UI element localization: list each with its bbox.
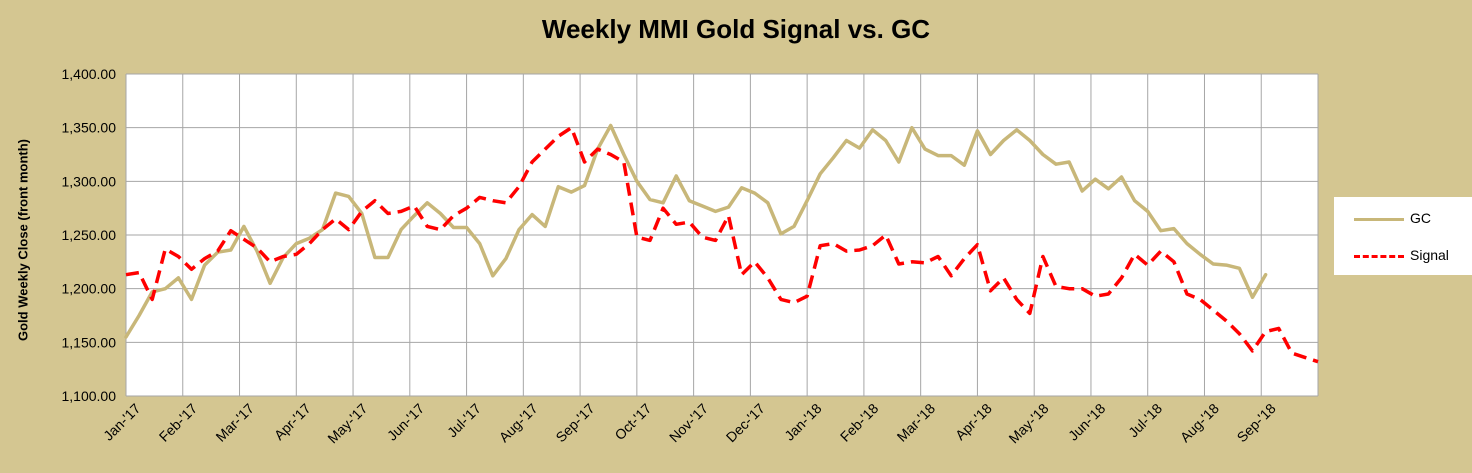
x-tick-label: Sep-'18 (1234, 400, 1279, 445)
y-tick-label: 1,150.00 (62, 334, 117, 350)
y-tick-label: 1,250.00 (62, 227, 117, 243)
x-tick-label: Nov-'17 (666, 400, 711, 445)
legend-item-gc: GC (1354, 209, 1469, 229)
y-tick-label: 1,300.00 (62, 173, 117, 189)
x-tick-label: Mar-'18 (894, 400, 939, 445)
x-tick-label: Oct-'17 (611, 400, 654, 443)
x-tick-label: Aug-'17 (496, 400, 541, 445)
legend-swatch-gc (1354, 218, 1404, 221)
legend-label-signal: Signal (1410, 247, 1449, 263)
x-tick-label: Jul-'18 (1125, 400, 1165, 440)
chart-title: Weekly MMI Gold Signal vs. GC (541, 14, 931, 44)
y-tick-label: 1,100.00 (62, 388, 117, 404)
series-line-gc (124, 123, 1268, 339)
series-line-signal (125, 125, 1319, 364)
x-axis-ticks: Jan-'17 Feb-'17 Mar-'17 Apr-'17 May-'17 Jun-'… (100, 400, 1279, 446)
legend-item-signal: Signal (1354, 246, 1469, 266)
y-tick-label: 1,200.00 (62, 281, 117, 297)
x-tick-label: Dec-'17 (723, 400, 768, 445)
x-tick-label: Jan-'17 (100, 400, 144, 444)
x-tick-label: Apr-'18 (952, 400, 995, 443)
legend-swatch-signal (1354, 255, 1404, 258)
x-tick-label: Jun-'17 (384, 400, 428, 444)
x-tick-label: May-'17 (324, 400, 370, 446)
series-lines (124, 123, 1319, 364)
y-tick-label: 1,350.00 (62, 120, 117, 136)
x-tick-label: Feb-'18 (837, 400, 882, 445)
legend: GC Signal (1334, 197, 1472, 275)
x-tick-label: Aug-'18 (1177, 400, 1222, 445)
x-tick-label: Jul-'17 (444, 400, 484, 440)
x-tick-label: Jan-'18 (781, 400, 825, 444)
y-axis-label: Gold Weekly Close (front month) (15, 139, 31, 341)
x-tick-label: Mar-'17 (212, 400, 257, 445)
x-tick-label: Apr-'17 (271, 400, 314, 443)
x-tick-label: Jun-'18 (1065, 400, 1109, 444)
x-tick-label: May-'18 (1005, 400, 1051, 446)
y-tick-label: 1,400.00 (62, 66, 117, 82)
legend-label-gc: GC (1410, 210, 1431, 226)
x-tick-label: Sep-'17 (552, 400, 597, 445)
x-tick-label: Feb-'17 (156, 400, 201, 445)
y-axis-ticks: 1,100.00 1,150.00 1,200.00 1,250.00 1,300.00… (62, 66, 117, 404)
